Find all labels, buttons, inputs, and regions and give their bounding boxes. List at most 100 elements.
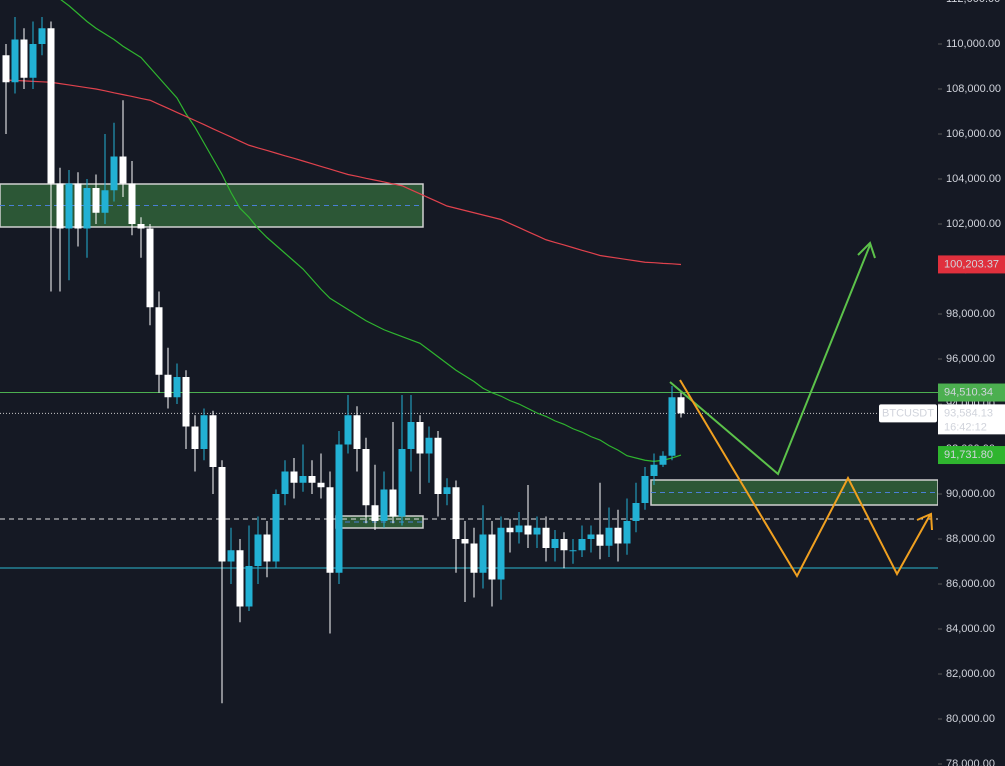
y-tick-label: 80,000.00 [946, 713, 995, 725]
candle-body [578, 539, 586, 551]
candle-body [317, 482, 325, 488]
candle-body [308, 476, 316, 483]
candle-body [146, 228, 154, 308]
candle-body [29, 44, 37, 78]
price-label-bg [938, 446, 1005, 465]
candle-body [371, 505, 379, 522]
price-axis: 78,000.00 80,000.00 82,000.00 84,000.00 86,0… [938, 0, 1005, 766]
price-label-bg [938, 383, 1005, 402]
candle-body [488, 534, 496, 580]
y-tick-label: 104,000.00 [946, 173, 1001, 185]
candle-body [236, 550, 244, 607]
y-tick-label: 86,000.00 [946, 578, 995, 590]
candle-body [614, 527, 622, 544]
price-label: 94,510.34 [944, 386, 993, 398]
price-label: 100,203.37 [944, 258, 999, 270]
candle-body [380, 489, 388, 522]
candle-body [461, 539, 469, 544]
candle-body [542, 527, 550, 549]
candle-body [83, 188, 91, 229]
candle-body [524, 525, 532, 535]
price-label: 93,584.13 [944, 407, 993, 419]
symbol-tag: BTCUSDT [882, 407, 934, 419]
candle-body [263, 534, 271, 562]
y-tick-label: 82,000.00 [946, 668, 995, 680]
plot-area: BTCUSDT [0, 0, 939, 704]
candle-body [164, 374, 172, 398]
candle-body [191, 426, 199, 450]
price-label: 91,731.80 [944, 449, 993, 461]
y-tick-label: 90,000.00 [946, 488, 995, 500]
candle-body [641, 476, 649, 504]
candle-body [434, 437, 442, 495]
candle-body [74, 183, 82, 229]
candle-body [416, 422, 424, 454]
candle-body [56, 183, 64, 229]
candle-body [353, 415, 361, 450]
candle-body [389, 489, 397, 517]
candle-body [515, 525, 523, 533]
candle-body [2, 55, 10, 83]
candle-body [668, 397, 676, 456]
candle-body [11, 39, 19, 83]
candle-body [362, 449, 370, 506]
candle-body [155, 307, 163, 375]
candle-body [326, 487, 334, 573]
candle-body [551, 539, 559, 549]
candle-body [479, 534, 487, 573]
candle-body [677, 397, 685, 414]
candle-body [497, 527, 505, 580]
candle-body [209, 415, 217, 468]
candle-body [596, 534, 604, 546]
candle-body [173, 377, 181, 398]
candle-body [605, 527, 613, 546]
moving-average [5, 79, 682, 266]
y-tick-label: 96,000.00 [946, 353, 995, 365]
projection-up [669, 244, 871, 476]
candle-body [137, 224, 145, 229]
candle-body [587, 534, 595, 540]
candle-body [128, 183, 136, 225]
projection-range [679, 379, 931, 579]
candle-body [245, 566, 253, 607]
y-tick-label: 112,000.00 [946, 0, 1000, 5]
candle-body [20, 39, 28, 78]
symbol-tag-bg [879, 404, 937, 423]
candle-body [47, 28, 55, 184]
candle-body [506, 527, 514, 533]
candle-body [218, 467, 226, 562]
candle-body [182, 377, 190, 427]
candle-body [650, 464, 658, 477]
y-tick-label: 110,000.00 [946, 38, 1000, 50]
candle-body [299, 476, 307, 483]
candle-body [443, 487, 451, 495]
candle-body [623, 521, 631, 544]
candle-body [533, 527, 541, 535]
price-label-bg [938, 404, 1005, 435]
candle-body [632, 503, 640, 522]
y-tick-label: 106,000.00 [946, 128, 1001, 140]
candle-body [281, 471, 289, 495]
candle-body [110, 156, 118, 191]
candle-body [659, 455, 667, 465]
candle-body [452, 487, 460, 540]
candle-body [65, 183, 73, 229]
candle-body [101, 190, 109, 213]
candle-body [227, 550, 235, 562]
y-tick-label: 78,000.00 [946, 758, 995, 766]
candle-body [398, 449, 406, 517]
y-tick-label: 98,000.00 [946, 308, 995, 320]
candle-body [470, 543, 478, 573]
candle-body [272, 494, 280, 562]
y-tick-label: 102,000.00 [946, 218, 1001, 230]
moving-average [60, 0, 682, 462]
candle-body [335, 444, 343, 573]
axis-bg [938, 0, 1005, 766]
y-tick-label: 84,000.00 [946, 623, 995, 635]
candle-body [407, 422, 415, 450]
candle-body [200, 415, 208, 450]
candle-body [560, 539, 568, 551]
candle-body [569, 550, 577, 552]
